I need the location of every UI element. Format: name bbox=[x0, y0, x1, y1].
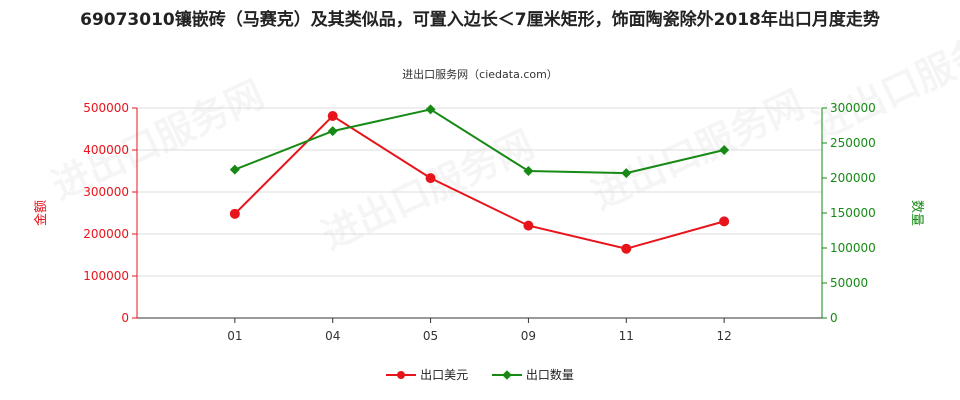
legend-swatch-amount bbox=[386, 369, 417, 381]
series-0-point-0[interactable] bbox=[229, 208, 240, 219]
left-tick-label-3: 300000 bbox=[83, 185, 129, 199]
series-0-point-2[interactable] bbox=[425, 173, 436, 184]
left-tick-label-4: 400000 bbox=[83, 143, 129, 157]
right-tick-label-0: 0 bbox=[830, 311, 838, 325]
watermark-text-1: 进出口服务网 bbox=[315, 122, 540, 258]
left-tick-label-5: 500000 bbox=[83, 101, 129, 115]
x-tick-label-4: 11 bbox=[619, 329, 634, 343]
series-0-point-4[interactable] bbox=[621, 243, 632, 254]
watermark-text-0: 进出口服务网 bbox=[45, 72, 270, 208]
x-tick-label-5: 12 bbox=[717, 329, 732, 343]
axes: 0 100000 200000 300000 400000 500000 0 50000 100… bbox=[33, 101, 924, 343]
legend-label-amount: 出口美元 bbox=[420, 368, 469, 382]
legend-item-quantity[interactable]: 出口数量 bbox=[491, 366, 574, 383]
left-tick-label-1: 100000 bbox=[83, 269, 129, 283]
left-tick-label-0: 0 bbox=[121, 311, 129, 325]
x-tick-label-0: 01 bbox=[227, 329, 242, 343]
right-axis-title: 数量 bbox=[909, 200, 924, 226]
legend-label-quantity: 出口数量 bbox=[525, 368, 574, 382]
series-1-point-1[interactable] bbox=[327, 126, 338, 137]
series bbox=[229, 104, 730, 254]
series-1-point-4[interactable] bbox=[621, 168, 632, 179]
grid bbox=[137, 107, 822, 277]
watermark-text-3: 进出口服务网 bbox=[805, 12, 960, 148]
legend-item-amount[interactable]: 出口美元 bbox=[386, 366, 468, 383]
x-tick-label-3: 09 bbox=[521, 329, 536, 343]
left-axis-title: 金额 bbox=[33, 200, 49, 226]
series-0-point-1[interactable] bbox=[327, 110, 338, 121]
right-tick-label-1: 50000 bbox=[830, 276, 868, 290]
right-tick-label-3: 150000 bbox=[830, 206, 876, 220]
series-1-point-3[interactable] bbox=[523, 166, 534, 176]
left-tick-label-2: 200000 bbox=[83, 227, 129, 241]
series-0-point-5[interactable] bbox=[719, 216, 730, 227]
right-tick-label-4: 200000 bbox=[830, 171, 876, 185]
right-tick-label-5: 250000 bbox=[830, 136, 876, 150]
legend: 出口美元 出口数量 bbox=[0, 366, 960, 384]
right-tick-label-2: 100000 bbox=[830, 241, 876, 255]
x-tick-label-2: 05 bbox=[423, 329, 438, 343]
right-tick-label-6: 300000 bbox=[830, 101, 876, 115]
series-1-point-2[interactable] bbox=[425, 104, 436, 115]
chart-title: 69073010镶嵌砖（马赛克）及其类似品，可置入边长＜7厘米矩形，饰面陶瓷除外… bbox=[80, 10, 880, 30]
series-1-point-5[interactable] bbox=[719, 145, 730, 155]
series-0-point-3[interactable] bbox=[523, 220, 534, 231]
legend-swatch-quantity bbox=[491, 369, 522, 381]
series-line-1 bbox=[234, 108, 725, 175]
x-tick-label-1: 04 bbox=[325, 329, 340, 343]
chart-subtitle: 进出口服务网（ciedata.com） bbox=[402, 68, 558, 81]
series-line-0 bbox=[234, 114, 725, 250]
series-1-point-0[interactable] bbox=[229, 164, 240, 175]
